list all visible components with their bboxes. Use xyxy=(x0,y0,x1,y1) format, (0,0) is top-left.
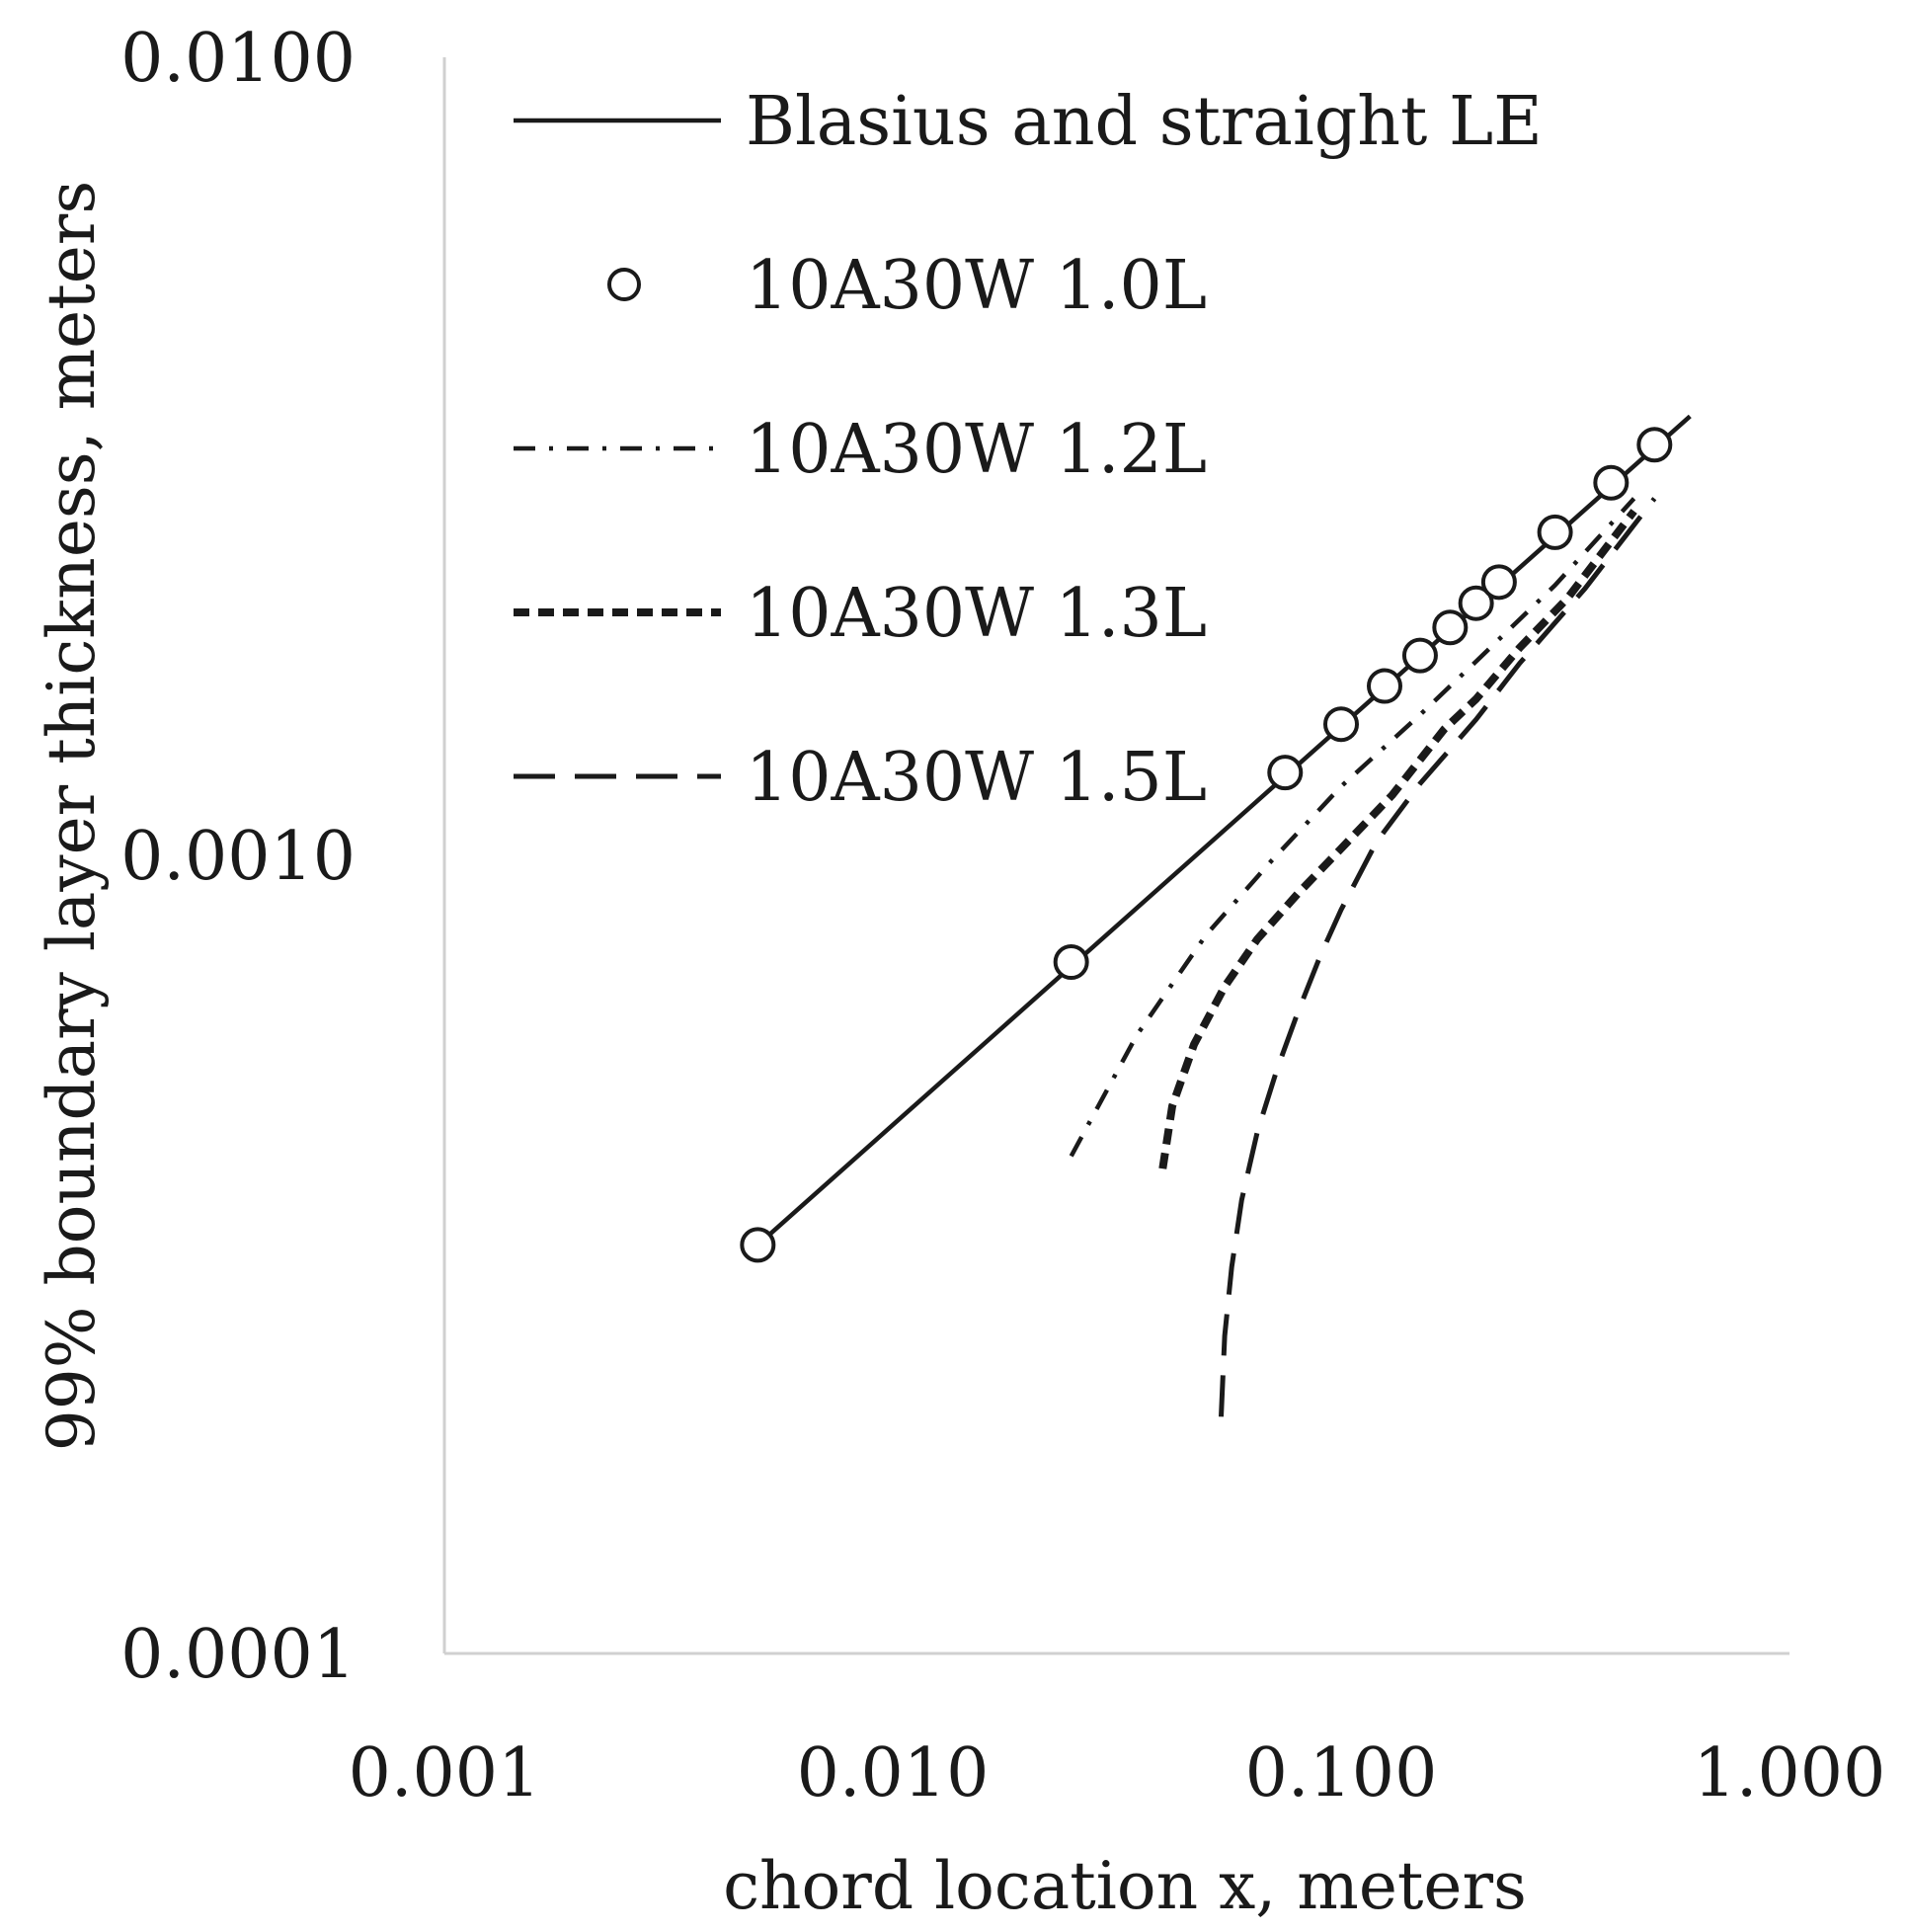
legend-label: Blasius and straight LE xyxy=(746,83,1543,161)
legend-swatch-10a30w-1-0l xyxy=(607,268,641,301)
data-point xyxy=(1323,706,1359,743)
series-line-blasius-and-straight-le xyxy=(755,414,1692,1248)
data-point xyxy=(1053,944,1089,981)
data-point xyxy=(1636,427,1673,463)
legend-item: 10A30W 1.5L xyxy=(514,739,1207,817)
legend-item: 10A30W 1.0L xyxy=(607,247,1207,325)
series-10a30w-1-0l-markers xyxy=(740,427,1673,1263)
data-point xyxy=(1366,668,1402,704)
data-point xyxy=(740,1227,776,1263)
y-axis-title: 99% boundary layer thickness, meters xyxy=(34,181,110,1451)
plot-area xyxy=(740,414,1692,1417)
data-point xyxy=(1432,609,1469,646)
legend-label: 10A30W 1.3L xyxy=(746,575,1207,653)
series-line-10a30w-1-2l xyxy=(1069,497,1636,1158)
legend-label: 10A30W 1.2L xyxy=(746,411,1207,489)
data-point xyxy=(1537,514,1573,550)
legend-item: Blasius and straight LE xyxy=(514,83,1543,161)
y-tick-label: 0.0010 xyxy=(120,818,356,896)
x-axis-title: chord location x, meters xyxy=(723,1848,1527,1924)
data-point xyxy=(1401,637,1438,674)
legend-item: 10A30W 1.2L xyxy=(514,411,1207,489)
y-tick-labels: 0.0001 0.0010 0.0100 xyxy=(120,20,356,1694)
data-point xyxy=(1593,464,1629,501)
legend-label: 10A30W 1.0L xyxy=(746,247,1207,325)
y-tick-label: 0.0001 xyxy=(120,1616,356,1694)
series-line-10a30w-1-3l xyxy=(1158,509,1637,1169)
legend-label: 10A30W 1.5L xyxy=(746,739,1207,817)
data-point xyxy=(1267,755,1304,791)
series-line-10a30w-1-5l xyxy=(1219,497,1657,1417)
legend: Blasius and straight LE 10A30W 1.0L 10A30W… xyxy=(514,83,1543,817)
y-tick-label: 0.0100 xyxy=(120,20,356,98)
x-tick-label: 0.001 xyxy=(349,1734,541,1812)
x-tick-label: 0.100 xyxy=(1245,1734,1438,1812)
legend-item: 10A30W 1.3L xyxy=(514,575,1207,653)
x-tick-label: 0.010 xyxy=(797,1734,990,1812)
x-tick-label: 1.000 xyxy=(1694,1734,1886,1812)
axes xyxy=(442,57,1789,1655)
data-point xyxy=(1480,564,1517,601)
data-point xyxy=(1458,585,1494,621)
x-tick-labels: 0.001 0.010 0.100 1.000 xyxy=(349,1734,1886,1812)
